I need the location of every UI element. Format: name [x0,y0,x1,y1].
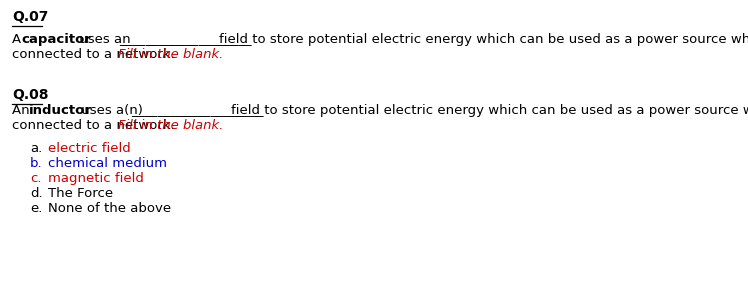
Text: chemical medium: chemical medium [48,157,167,170]
Text: electric field: electric field [48,142,131,155]
Text: uses a(n): uses a(n) [77,104,147,117]
Text: ____________________: ____________________ [119,33,251,46]
Text: connected to a network.: connected to a network. [12,48,175,61]
Text: The Force: The Force [48,187,113,200]
Text: uses an: uses an [75,33,135,46]
Text: A: A [12,33,25,46]
Text: Fill in the blank.: Fill in the blank. [118,119,224,132]
Text: a.: a. [30,142,42,155]
Text: ____________________: ____________________ [131,104,263,117]
Text: inductor: inductor [29,104,92,117]
Text: An: An [12,104,34,117]
Text: Fill in the blank.: Fill in the blank. [118,48,224,61]
Text: field to store potential electric energy which can be used as a power source whe: field to store potential electric energy… [231,104,748,117]
Text: Q.08: Q.08 [12,88,49,102]
Text: capacitor: capacitor [21,33,91,46]
Text: magnetic field: magnetic field [48,172,144,185]
Text: b.: b. [30,157,43,170]
Text: field to store potential electric energy which can be used as a power source whe: field to store potential electric energy… [219,33,748,46]
Text: d.: d. [30,187,43,200]
Text: Q.07: Q.07 [12,10,49,24]
Text: c.: c. [30,172,41,185]
Text: e.: e. [30,202,43,215]
Text: None of the above: None of the above [48,202,171,215]
Text: connected to a network.: connected to a network. [12,119,175,132]
